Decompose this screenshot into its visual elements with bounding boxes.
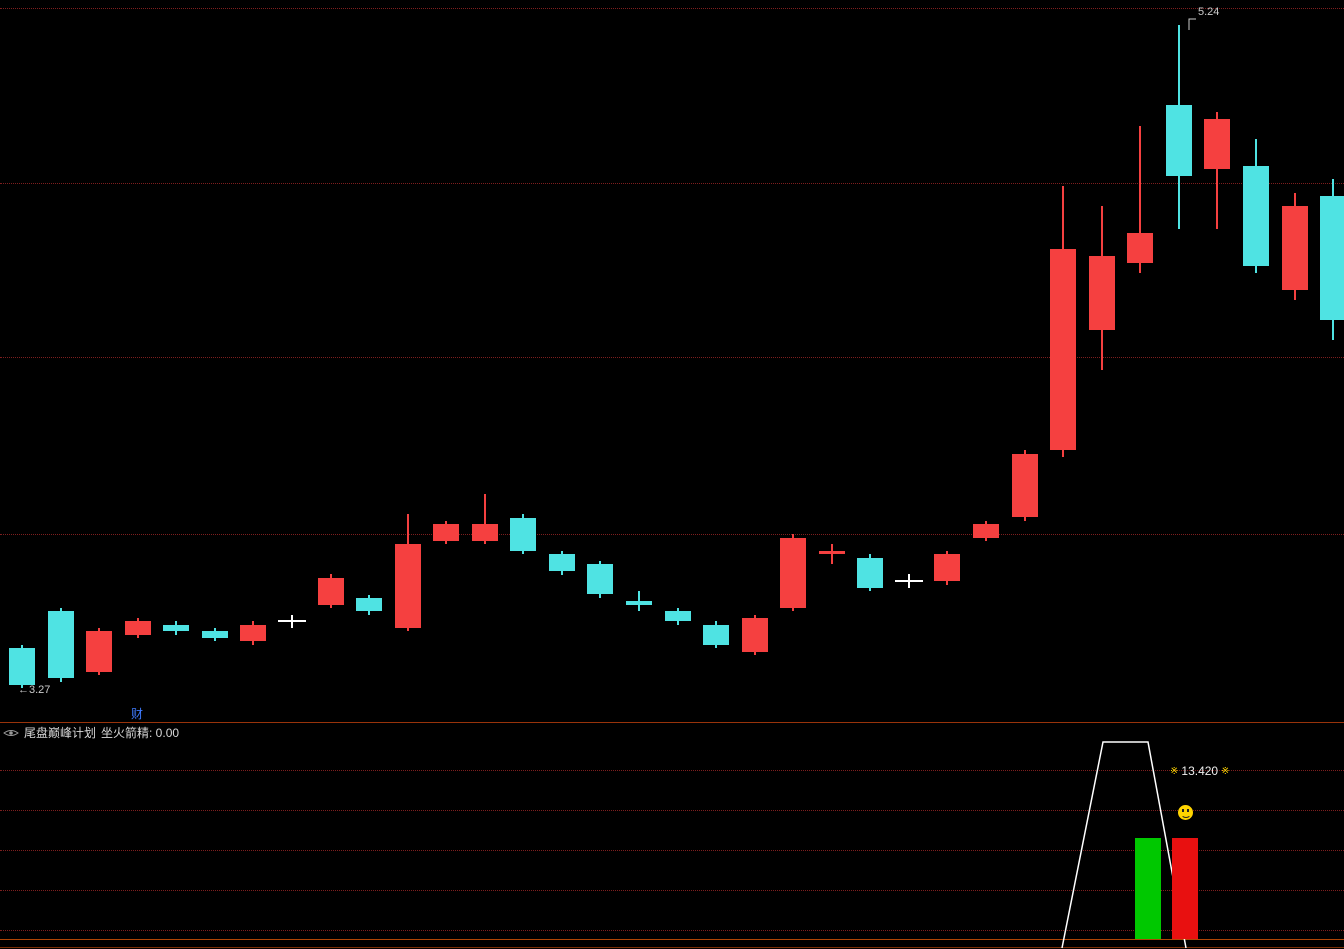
candle-body — [47, 611, 74, 679]
high-pointer-icon — [1188, 18, 1196, 30]
gridline — [0, 810, 1344, 811]
candle-body — [973, 524, 999, 538]
candle-body — [857, 557, 884, 588]
candle-body — [780, 537, 807, 608]
candle-body — [548, 554, 575, 572]
indicator-bar-green — [1135, 838, 1161, 939]
candle-wick — [1216, 112, 1219, 230]
high-label: 5.24 — [1198, 6, 1220, 18]
candle-body — [433, 524, 460, 541]
candle-body — [240, 624, 267, 642]
indicator-name[interactable]: 尾盘巅峰计划 — [24, 726, 97, 740]
gridline — [0, 356, 1344, 358]
candle-body — [1011, 453, 1038, 518]
candle-body — [277, 620, 306, 623]
gridline — [0, 770, 1344, 771]
gridline — [0, 890, 1344, 891]
candle-body — [163, 624, 190, 632]
gridline — [0, 182, 1344, 184]
signal-value: 13.420 — [1181, 764, 1219, 778]
candle-body — [1204, 118, 1231, 170]
low-annotation: ←3.27 — [18, 684, 50, 696]
smiley-icon — [1178, 805, 1193, 820]
candle-body — [934, 554, 961, 582]
low-label: 3.27 — [29, 684, 51, 696]
indicator-line-value: 坐火箭精: 0.00 — [101, 726, 180, 740]
left-arrow-icon: ← — [18, 684, 29, 696]
main-chart[interactable]: 5.24 ←3.27 财 — [0, 0, 1344, 722]
candle-body — [664, 611, 691, 622]
indicator-panel: ※ 13.420 ※ 尾盘巅峰计划 坐火箭精: 0.00 — [0, 723, 1344, 949]
high-annotation: 5.24 — [1187, 6, 1219, 31]
candle-body — [1281, 205, 1308, 290]
candle-body — [471, 524, 498, 541]
gridline — [0, 534, 1344, 536]
candle-body — [741, 618, 768, 652]
candle-body — [1088, 256, 1115, 330]
candle-body — [201, 631, 228, 639]
candle-body — [1127, 232, 1154, 263]
candle-body — [9, 648, 35, 685]
window-edge-line — [0, 947, 1344, 948]
candle-body — [703, 624, 730, 645]
candle-body — [1320, 195, 1344, 320]
sparkle-icon: ※ — [1221, 765, 1230, 777]
panel-separator — [0, 722, 1344, 723]
candle-body — [894, 580, 923, 583]
gridline — [0, 850, 1344, 851]
indicator-eye-icon[interactable] — [3, 728, 19, 738]
candle-body — [124, 621, 151, 635]
candle-body — [356, 597, 382, 612]
candle-body — [587, 564, 614, 595]
candle-body — [626, 601, 652, 605]
gridline — [0, 8, 1344, 10]
candle-wick — [483, 494, 486, 545]
indicator-header: 尾盘巅峰计划 坐火箭精: 0.00 — [3, 724, 179, 741]
candle-body — [818, 551, 845, 555]
candle-body — [1050, 249, 1077, 451]
news-marker[interactable]: 财 — [131, 707, 144, 721]
candle-body — [317, 577, 344, 605]
candle-body — [1165, 105, 1192, 176]
candle-wick — [1139, 125, 1142, 273]
candle-body — [510, 517, 537, 551]
indicator-bar-red — [1172, 838, 1198, 939]
gridline — [0, 930, 1344, 931]
rocket-trapezoid-shape — [1061, 741, 1187, 949]
candle-body — [86, 631, 113, 672]
signal-annotation: ※ 13.420 ※ — [1170, 764, 1229, 778]
indicator-axis-line — [0, 939, 1344, 940]
candle-body — [1242, 165, 1269, 267]
candle-body — [394, 544, 421, 629]
sparkle-icon: ※ — [1170, 765, 1179, 777]
